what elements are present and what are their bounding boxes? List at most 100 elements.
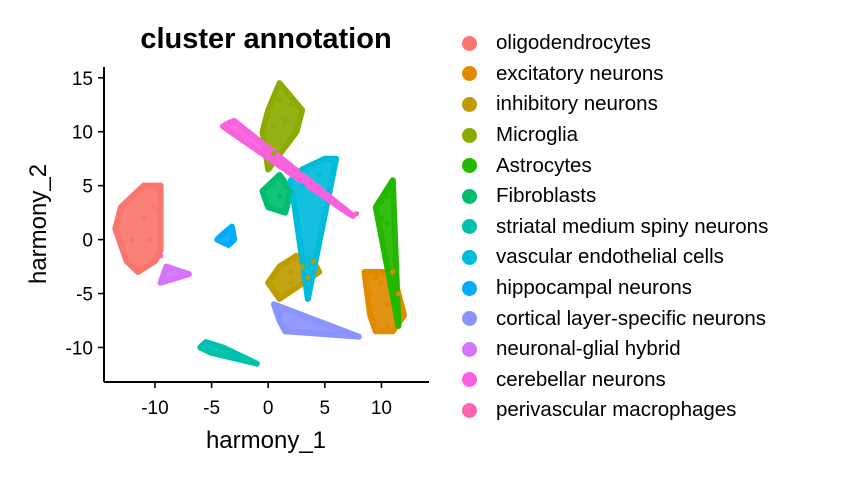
data-point — [299, 183, 305, 189]
legend-item: perivascular macrophages — [462, 395, 842, 426]
data-point — [344, 210, 351, 216]
data-point — [220, 344, 226, 351]
legend-item: oligodendrocytes — [462, 28, 842, 59]
data-point — [373, 274, 379, 280]
data-point — [276, 96, 283, 102]
data-point — [242, 355, 249, 361]
data-point — [203, 339, 209, 345]
data-point — [276, 263, 283, 270]
x-tick-label: 5 — [320, 398, 331, 419]
data-point — [333, 156, 339, 162]
data-point — [271, 183, 277, 189]
data-point — [395, 323, 402, 329]
data-point — [361, 269, 368, 275]
y-tick-label: 15 — [72, 69, 93, 90]
data-point — [299, 166, 305, 173]
data-point — [288, 177, 294, 183]
y-tick-label: 5 — [82, 177, 93, 198]
data-point — [378, 199, 385, 205]
data-point — [175, 269, 181, 275]
data-point — [231, 118, 237, 124]
data-point — [384, 301, 390, 307]
legend: oligodendrocytes excitatory neurons inhibi… — [462, 28, 842, 426]
data-point — [146, 237, 152, 243]
data-point — [152, 204, 158, 210]
data-point — [299, 107, 305, 113]
data-point — [378, 280, 385, 286]
data-point — [356, 334, 362, 340]
legend-item: neuronal-glial hybrid — [462, 334, 842, 365]
legend-item: vascular endothelial cells — [462, 242, 842, 273]
legend-dot-icon — [462, 311, 477, 327]
data-point — [282, 328, 288, 334]
data-point — [310, 161, 317, 167]
data-point — [129, 237, 135, 243]
data-point — [129, 193, 135, 200]
data-point — [271, 123, 277, 129]
data-point — [282, 118, 288, 124]
legend-dot-icon — [462, 219, 477, 235]
data-point — [305, 274, 311, 280]
x-tick-label: -10 — [141, 398, 168, 419]
data-point — [279, 310, 285, 316]
data-point — [259, 188, 266, 194]
data-point — [395, 290, 402, 297]
data-point — [373, 204, 379, 210]
data-point — [384, 220, 390, 227]
data-point — [265, 204, 271, 210]
data-point — [141, 183, 147, 189]
legend-dot-icon — [462, 127, 477, 143]
data-point — [373, 328, 379, 334]
data-point — [265, 166, 271, 173]
data-point — [367, 312, 373, 318]
legend-item: striatal medium spiny neurons — [462, 212, 842, 243]
data-point — [158, 247, 164, 253]
data-point — [229, 224, 235, 230]
data-point — [390, 328, 396, 334]
data-point — [141, 215, 147, 221]
legend-item: hippocampal neurons — [462, 273, 842, 304]
data-point — [186, 271, 192, 277]
cluster-shape — [214, 223, 238, 248]
data-point — [316, 269, 322, 275]
y-tick-label: 10 — [72, 123, 93, 144]
data-point — [293, 129, 300, 135]
legend-item: excitatory neurons — [462, 59, 842, 90]
legend-dot-icon — [462, 249, 477, 265]
data-point — [288, 280, 294, 286]
legend-dot-icon — [462, 188, 477, 204]
data-point — [231, 350, 237, 356]
legend-label: cerebellar neurons — [496, 367, 666, 391]
cluster-shape — [197, 339, 260, 367]
y-tick-label: 0 — [82, 231, 93, 252]
data-point — [293, 253, 300, 259]
legend-dot-icon — [462, 402, 477, 418]
data-point — [124, 258, 130, 264]
data-point — [135, 269, 141, 275]
data-point — [271, 150, 277, 156]
data-point — [163, 263, 169, 270]
data-points — [112, 80, 407, 367]
data-point — [316, 172, 322, 178]
data-point — [276, 193, 283, 200]
data-point — [390, 269, 396, 275]
data-point — [112, 226, 118, 232]
legend-label: inhibitory neurons — [496, 92, 658, 116]
data-point — [225, 353, 232, 359]
data-point — [276, 172, 283, 178]
x-axis-label: harmony_1 — [206, 427, 326, 454]
data-point — [231, 237, 237, 243]
x-tick-label: 0 — [263, 398, 274, 419]
legend-label: vascular endothelial cells — [496, 245, 724, 269]
legend-dot-icon — [462, 280, 477, 296]
data-point — [384, 193, 390, 200]
data-point — [259, 129, 266, 135]
cluster-shape — [157, 263, 192, 286]
legend-dot-icon — [462, 96, 477, 112]
data-point — [220, 123, 226, 129]
legend-label: Fibroblasts — [496, 184, 597, 208]
legend-item: Astrocytes — [462, 150, 842, 181]
legend-item: Microglia — [462, 120, 842, 151]
legend-item: inhibitory neurons — [462, 89, 842, 120]
legend-label: striatal medium spiny neurons — [496, 214, 769, 238]
